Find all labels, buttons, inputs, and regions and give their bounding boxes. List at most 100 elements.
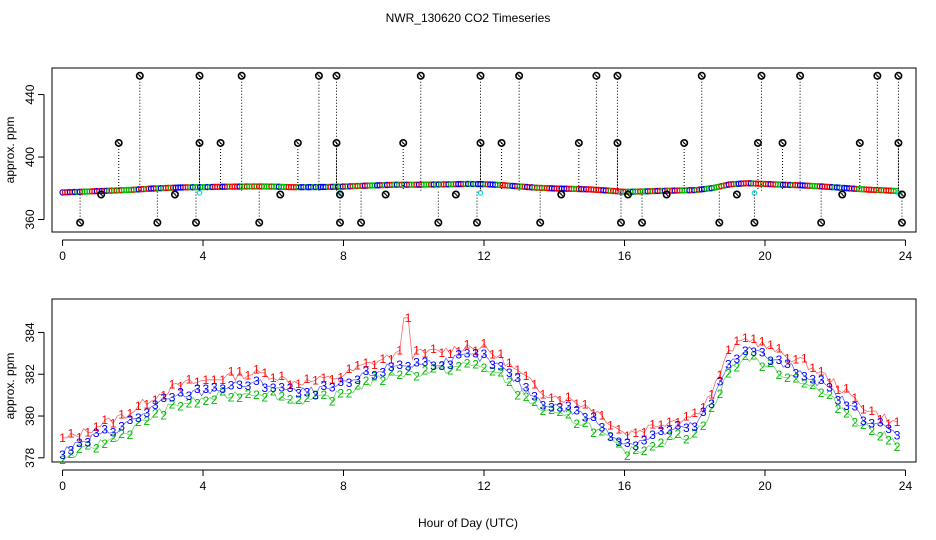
series-1-point: 1 (691, 406, 698, 420)
series-2-point: 2 (135, 415, 142, 429)
series-3-point: 3 (354, 373, 361, 387)
series-2-point: 2 (304, 391, 311, 405)
series-3-point: 3 (186, 389, 193, 403)
top-outlier-low (255, 218, 264, 227)
top-outlier-low (536, 218, 545, 227)
series-3-point: 3 (868, 417, 875, 431)
series-2-point: 2 (245, 387, 252, 401)
top-outlier-high-slash (875, 73, 880, 78)
series-3-point: 3 (413, 356, 420, 370)
top-outlier-high-slash (576, 141, 581, 145)
top-outlier-high-slash (197, 73, 202, 78)
series-2-point: 2 (278, 389, 285, 403)
series-3-point: 3 (498, 360, 505, 374)
top-outlier-high-slash (316, 73, 321, 78)
series-1-point: 1 (135, 399, 142, 413)
series-1-point: 1 (245, 369, 252, 383)
series-3-point: 3 (245, 379, 252, 393)
top-outlier-high (476, 138, 485, 147)
series-3-point: 3 (666, 423, 673, 437)
series-2-point: 2 (346, 387, 353, 401)
top-x-tick-label: 12 (477, 249, 491, 263)
top-outlier-high-slash (798, 73, 803, 78)
bottom-y-tick-label: 380 (23, 406, 37, 426)
series-2-point: 2 (784, 371, 791, 385)
series-3-point: 3 (616, 435, 623, 449)
series-3-point: 3 (304, 385, 311, 399)
series-2-point: 2 (582, 416, 589, 430)
series-3-point: 3 (793, 367, 800, 381)
series-3-point: 3 (776, 353, 783, 367)
top-outlier-high-slash (334, 141, 339, 145)
series-1-point: 1 (826, 376, 833, 390)
top-outlier-mid (838, 190, 847, 199)
top-outlier-high-slash (780, 141, 785, 145)
series-1-point: 1 (68, 426, 75, 440)
series-3-point: 3 (118, 420, 125, 434)
bottom-x-tick-label: 24 (899, 479, 913, 493)
series-2-point: 2 (700, 419, 707, 433)
series-1-point: 1 (261, 366, 268, 380)
top-baseline-point (890, 187, 897, 195)
series-3-point: 3 (767, 354, 774, 368)
top-outlier-low-slash (899, 220, 904, 225)
top-outlier-high-slash (239, 73, 244, 78)
series-2-point: 2 (177, 399, 184, 413)
series-3-point: 3 (801, 369, 808, 383)
bottom-x-tick-label: 12 (477, 479, 491, 493)
series-3-point: 3 (110, 425, 117, 439)
series-2-point: 2 (616, 436, 623, 450)
series-3-point: 3 (211, 381, 218, 395)
series-2-point: 2 (455, 359, 462, 373)
series-1-point: 1 (582, 398, 589, 412)
series-1-point: 1 (843, 381, 850, 395)
top-outlier-low (897, 218, 906, 227)
top-outlier-low (817, 218, 826, 227)
bottom-y-tick-label: 382 (23, 364, 37, 384)
top-outlier-high-slash (896, 141, 901, 145)
bottom-y-tick-label: 384 (23, 322, 37, 342)
series-3-point: 3 (641, 433, 648, 447)
series-2-point: 2 (506, 375, 513, 389)
top-outlier-high (680, 138, 689, 147)
top-outlier-low-slash (640, 220, 645, 225)
series-1-point: 1 (776, 341, 783, 355)
top-outlier-low-slash (155, 220, 160, 225)
series-3-point: 3 (489, 358, 496, 372)
series-2-point: 2 (725, 366, 732, 380)
series-3-point: 3 (818, 373, 825, 387)
top-outlier-low-slash (819, 220, 824, 225)
series-2-line (62, 354, 898, 461)
top-outlier-low (153, 218, 162, 227)
top-outlier-high-slash (116, 141, 121, 145)
series-3-point: 3 (809, 372, 816, 386)
series-2-point: 2 (708, 401, 715, 415)
series-2-point: 2 (59, 453, 66, 467)
top-x-tick-label: 24 (899, 249, 913, 263)
series-2-point: 2 (632, 443, 639, 457)
series-1-point: 1 (717, 368, 724, 382)
series-2-point: 2 (405, 364, 412, 378)
top-outlier-high (855, 138, 864, 147)
top-x-tick-label: 16 (618, 249, 632, 263)
series-3-point: 3 (405, 359, 412, 373)
series-1-point: 1 (599, 408, 606, 422)
series-3-point: 3 (514, 371, 521, 385)
series-1-point: 1 (734, 334, 741, 348)
series-3-point: 3 (422, 355, 429, 369)
top-cyan-point (751, 190, 758, 196)
top-outlier-high-slash (857, 141, 862, 145)
series-3-point: 3 (337, 375, 344, 389)
series-3-point: 3 (573, 404, 580, 418)
series-1-point: 1 (818, 364, 825, 378)
top-outlier-mid-slash (338, 192, 342, 197)
top-outlier-high (515, 71, 524, 80)
series-1-point: 1 (523, 369, 530, 383)
series-2-point: 2 (371, 370, 378, 384)
series-2-point: 2 (885, 433, 892, 447)
series-1-point: 1 (877, 413, 884, 427)
series-1-point: 1 (573, 397, 580, 411)
top-outlier-mid-slash (626, 192, 630, 197)
series-3-point: 3 (599, 420, 606, 434)
bottom-y-axis-label: approx. ppm (3, 353, 17, 420)
